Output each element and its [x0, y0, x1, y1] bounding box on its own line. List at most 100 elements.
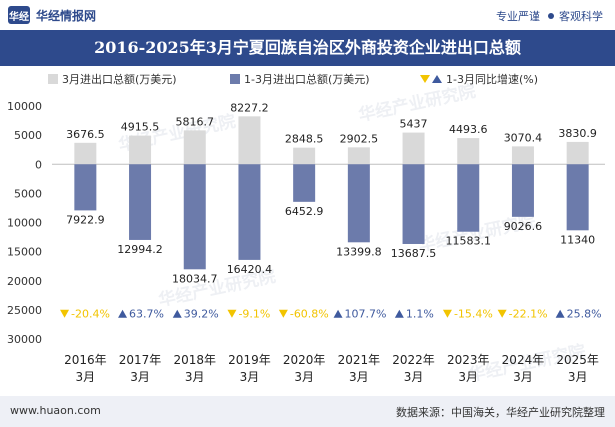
x-tick-label-year: 2019年 [228, 353, 271, 367]
growth-down-triangle-icon [60, 309, 70, 318]
brand-logo-icon: 华经 [8, 6, 30, 24]
data-label-march: 3830.9 [558, 127, 597, 140]
x-tick-label-year: 2017年 [119, 353, 162, 367]
x-tick-label-year: 2023年 [447, 353, 490, 367]
bar-ytd [457, 164, 480, 232]
bar-ytd [74, 164, 97, 211]
bar-march [566, 141, 589, 165]
bar-ytd [347, 164, 370, 243]
slogan-left: 专业严谨 [496, 10, 540, 23]
legend-label-ytd: 1-3月进出口总额(万美元) [244, 72, 370, 86]
growth-label: 39.2% [184, 308, 219, 321]
growth-label: 63.7% [129, 308, 164, 321]
bar-ytd [566, 164, 589, 231]
data-label-ytd: 6452.9 [285, 205, 324, 218]
growth-label: -60.8% [290, 308, 329, 321]
x-tick-label-year: 2022年 [392, 353, 435, 367]
data-label-ytd: 12994.2 [117, 243, 163, 256]
growth-down-triangle-icon [278, 309, 288, 318]
growth-label: 1.1% [406, 308, 434, 321]
x-tick-label-year: 2024年 [502, 353, 545, 367]
data-label-ytd: 13687.5 [391, 247, 437, 260]
y-tick-label: 25000 [7, 304, 42, 317]
legend-triangle-up-icon [432, 75, 442, 83]
data-label-march: 5437 [400, 118, 428, 131]
bar-ytd [293, 164, 316, 202]
bar-march [347, 147, 370, 165]
y-tick-label: 10000 [7, 100, 42, 113]
growth-down-triangle-icon [227, 309, 237, 318]
top-bar: 华经 华经情报网 专业严谨 客观科学 [0, 0, 615, 30]
x-tick-label-year: 2020年 [283, 353, 326, 367]
x-tick-label-month: 3月 [240, 370, 260, 384]
data-label-march: 8227.2 [230, 101, 269, 114]
growth-label: 25.8% [567, 308, 602, 321]
growth-down-triangle-icon [497, 309, 507, 318]
x-tick-label-year: 2021年 [338, 353, 381, 367]
brand[interactable]: 华经 华经情报网 [8, 6, 96, 24]
bar-march [129, 135, 152, 165]
bar-ytd [183, 164, 206, 270]
data-label-ytd: 9026.6 [504, 220, 543, 233]
growth-down-triangle-icon [442, 309, 452, 318]
x-tick-label-month: 3月 [513, 370, 533, 384]
bar-ytd [511, 164, 534, 217]
data-label-ytd: 16420.4 [227, 263, 273, 276]
x-tick-label-year: 2025年 [556, 353, 599, 367]
data-label-ytd: 13399.8 [336, 245, 382, 258]
data-label-ytd: 18034.7 [172, 272, 218, 285]
legend-label-march: 3月进出口总额(万美元) [62, 72, 177, 86]
growth-up-triangle-icon [333, 309, 343, 318]
x-tick-label-month: 3月 [568, 370, 588, 384]
x-tick-label-month: 3月 [404, 370, 424, 384]
bars-layer [74, 116, 589, 270]
bar-march [74, 142, 97, 165]
legend-label-growth: 1-3月同比增速(%) [446, 72, 538, 86]
y-tick-label: 5000 [14, 129, 42, 142]
bar-march [238, 116, 261, 165]
y-tick-label: 10000 [7, 217, 42, 230]
data-label-march: 4915.5 [121, 121, 160, 134]
footer: www.huaon.com 数据来源：中国海关，华经产业研究院整理 [0, 396, 615, 427]
bar-march [457, 138, 480, 165]
bar-ytd [402, 164, 425, 244]
x-tick-label-year: 2018年 [173, 353, 216, 367]
y-tick-label: 30000 [7, 333, 42, 346]
legend-swatch-march [48, 74, 58, 84]
slogan: 专业严谨 客观科学 [496, 8, 603, 24]
data-label-march: 2902.5 [340, 132, 379, 145]
slogan-right: 客观科学 [559, 10, 603, 23]
data-label-march: 4493.6 [449, 123, 488, 136]
bullet-dot-icon [548, 13, 554, 19]
legend: 3月进出口总额(万美元) 1-3月进出口总额(万美元) 1-3月同比增速(%) [48, 72, 538, 86]
y-tick-label: 20000 [7, 275, 42, 288]
data-label-ytd: 7922.9 [66, 213, 105, 226]
bar-march [183, 130, 206, 165]
data-label-march: 2848.5 [285, 133, 324, 146]
growth-label: -15.4% [454, 308, 493, 321]
x-tick-label-month: 3月 [76, 370, 96, 384]
growth-label: -22.1% [509, 308, 548, 321]
x-tick-label-year: 2016年 [64, 353, 107, 367]
y-tick-label: 5000 [14, 187, 42, 200]
x-tick-label-month: 3月 [458, 370, 478, 384]
chart-title: 2016-2025年3月宁夏回族自治区外商投资企业进出口总额 [0, 30, 615, 66]
data-label-march: 5816.7 [176, 115, 215, 128]
growth-up-triangle-icon [118, 309, 128, 318]
data-label-march: 3070.4 [504, 131, 543, 144]
bar-march [402, 132, 425, 165]
data-label-ytd: 11340 [560, 233, 595, 246]
data-label-ytd: 11583.1 [446, 235, 492, 248]
growth-label: -20.4% [71, 308, 110, 321]
growth-row: -20.4% 63.7% 39.2% -9.1% -60.8% 107.7% 1.1% -15… [60, 308, 602, 321]
bar-march [293, 147, 316, 165]
footer-source: 数据来源：中国海关，华经产业研究院整理 [396, 406, 605, 419]
x-tick-label-month: 3月 [294, 370, 314, 384]
growth-up-triangle-icon [172, 309, 182, 318]
bar-ytd [238, 164, 261, 260]
x-tick-label-month: 3月 [349, 370, 369, 384]
y-tick-label: 0 [35, 158, 42, 171]
footer-website[interactable]: www.huaon.com [10, 404, 101, 417]
x-axis: 2016年 3月 2017年 3月 2018年 3月 2019年 3月 2020年 3月 2021年… [64, 353, 599, 384]
growth-up-triangle-icon [394, 309, 404, 318]
